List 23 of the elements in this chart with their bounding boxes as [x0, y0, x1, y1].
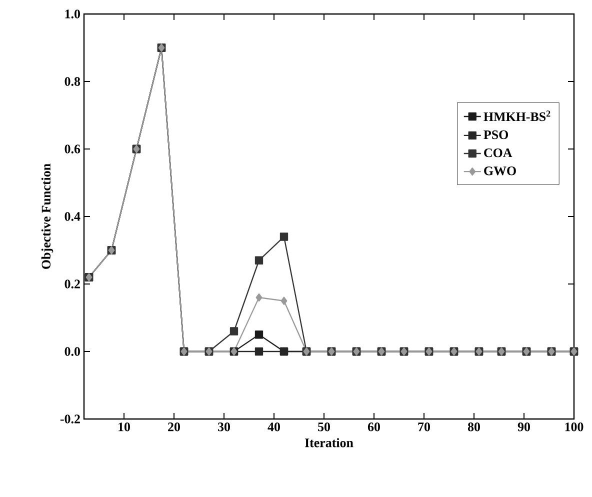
y-tick-label: 0.6 — [64, 144, 80, 154]
x-tick-label: 20 — [168, 422, 180, 432]
x-axis-title: Iteration — [304, 438, 354, 448]
y-tick-label: 0.8 — [64, 77, 80, 86]
x-tick-label: 30 — [218, 422, 230, 432]
legend-label: COA — [484, 148, 512, 158]
x-tick-label: 60 — [368, 422, 380, 432]
y-tick-label: -0.2 — [60, 414, 80, 424]
y-tick-label: 0.0 — [64, 347, 80, 356]
y-tick-label: 1.0 — [65, 10, 80, 18]
y-axis-title: Objective Function — [41, 164, 54, 269]
legend-label: HMKH-BS$^{2}$ — [484, 110, 550, 122]
legend-label: GWO — [484, 166, 516, 176]
x-tick-label: 40 — [268, 422, 280, 432]
x-tick-label: 90 — [518, 422, 530, 432]
x-tick-label: 70 — [418, 422, 430, 432]
x-tick-label: 10 — [118, 422, 130, 432]
x-tick-label: 100 — [565, 422, 584, 432]
x-tick-label: 50 — [318, 422, 330, 432]
x-tick-label: 80 — [468, 422, 480, 432]
y-tick-label: 0.2 — [64, 280, 80, 288]
legend-label: PSO — [484, 130, 508, 140]
y-tick-label: 0.4 — [64, 212, 80, 221]
